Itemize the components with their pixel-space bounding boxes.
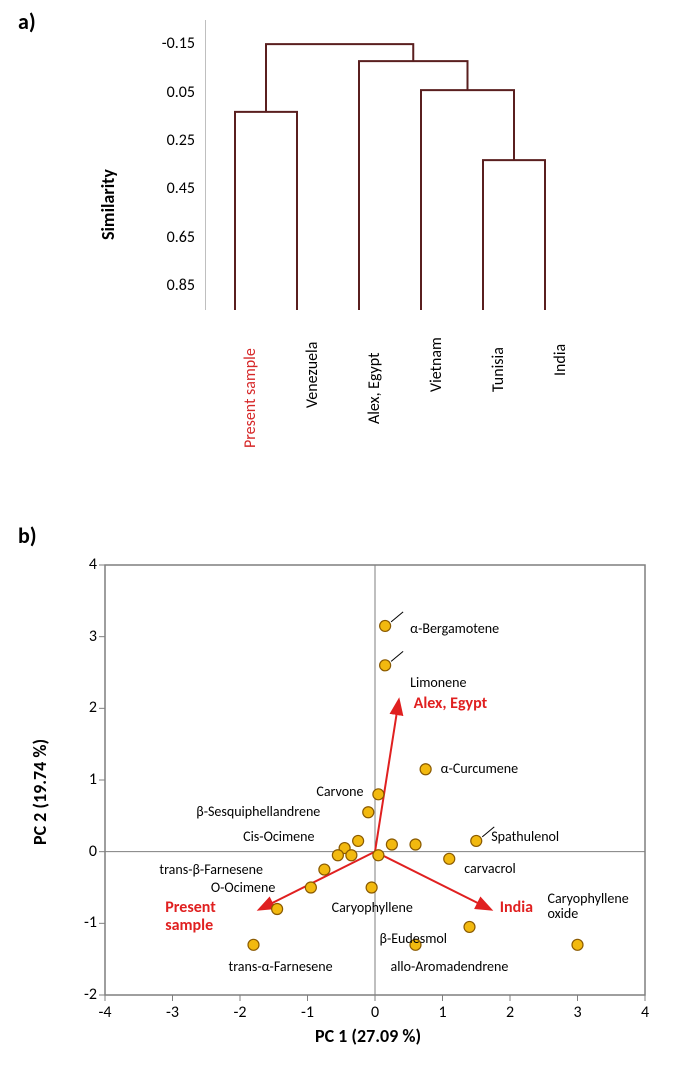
dendrogram-ytick: -0.15 bbox=[135, 34, 195, 53]
scatter-xtick: 0 bbox=[360, 1003, 390, 1022]
scatter-xtick: -4 bbox=[90, 1003, 120, 1022]
scatter-point-label: β-Sesquiphellandrene bbox=[196, 804, 320, 819]
dendrogram-leaf-label: Venezuela bbox=[303, 342, 322, 408]
scatter-xtick: 3 bbox=[563, 1003, 593, 1022]
scatter-point-label: trans-α-Farnesene bbox=[229, 959, 333, 974]
scatter-point-label: β-Eudesmol bbox=[380, 931, 448, 946]
scatter-point-label: α-Curcumene bbox=[441, 761, 518, 776]
scatter-point-label: Carvone bbox=[316, 784, 363, 799]
scatter-ytick: 0 bbox=[67, 842, 97, 861]
scatter-xtick: 2 bbox=[495, 1003, 525, 1022]
dendrogram-leaf-label: Vietnam bbox=[427, 337, 446, 392]
scatter-ytick: -2 bbox=[67, 985, 97, 1004]
scatter-point-label: Limonene bbox=[410, 675, 466, 690]
dendrogram-ytick: 0.65 bbox=[135, 228, 195, 247]
scatter-panel: PC 2 (19.74 %) PC 1 (27.09 %) -4-3-2-101… bbox=[35, 555, 665, 1055]
scatter-svg bbox=[35, 555, 665, 1055]
scatter-point-label: Caryophylleneoxide bbox=[548, 891, 629, 922]
scatter-ytick: 3 bbox=[67, 627, 97, 646]
scatter-ytick: -1 bbox=[67, 913, 97, 932]
scatter-vector-label: India bbox=[500, 899, 533, 917]
scatter-point-label: trans-β-Farnesene bbox=[159, 862, 263, 877]
scatter-point-label: O-Ocimene bbox=[211, 880, 275, 895]
dendrogram-leaf-label: India bbox=[551, 344, 570, 376]
dendrogram-svg bbox=[205, 20, 605, 320]
scatter-point-label: Spathulenol bbox=[491, 829, 559, 844]
page-root: a) Similarity -0.150.050.250.450.650.85 … bbox=[0, 0, 695, 1078]
scatter-point-label: carvacrol bbox=[464, 861, 516, 876]
scatter-point-label: Cis-Ocimene bbox=[243, 829, 314, 844]
scatter-point-label: allo-Aromadendrene bbox=[391, 959, 509, 974]
dendrogram-leaf-label: Present sample bbox=[241, 348, 260, 448]
scatter-ylabel: PC 2 (19.74 %) bbox=[29, 739, 51, 845]
scatter-xtick: 4 bbox=[630, 1003, 660, 1022]
dendrogram-ytick: 0.05 bbox=[135, 83, 195, 102]
scatter-point-label: α-Bergamotene bbox=[410, 621, 499, 636]
panel-label-a: a) bbox=[18, 8, 36, 35]
dendrogram-panel: Similarity -0.150.050.250.450.650.85 Pre… bbox=[135, 20, 605, 490]
scatter-xtick: 1 bbox=[428, 1003, 458, 1022]
scatter-xlabel: PC 1 (27.09 %) bbox=[315, 1025, 421, 1047]
scatter-point-label: Caryophyllene bbox=[332, 900, 413, 915]
scatter-ytick: 4 bbox=[67, 555, 97, 574]
dendrogram-leaf-label: Tunisia bbox=[489, 347, 508, 392]
dendrogram-ytick: 0.45 bbox=[135, 179, 195, 198]
scatter-xtick: -1 bbox=[293, 1003, 323, 1022]
scatter-vector-label: Alex, Egypt bbox=[414, 695, 488, 713]
scatter-vector-label: Presentsample bbox=[165, 899, 216, 934]
scatter-ytick: 2 bbox=[67, 698, 97, 717]
dendrogram-leaf-label: Alex, Egypt bbox=[365, 353, 384, 424]
panel-label-b: b) bbox=[18, 522, 37, 549]
scatter-ytick: 1 bbox=[67, 770, 97, 789]
scatter-xtick: -3 bbox=[158, 1003, 188, 1022]
dendrogram-ytick: 0.25 bbox=[135, 131, 195, 150]
dendrogram-ylabel: Similarity bbox=[97, 169, 119, 240]
scatter-xtick: -2 bbox=[225, 1003, 255, 1022]
dendrogram-ytick: 0.85 bbox=[135, 276, 195, 295]
